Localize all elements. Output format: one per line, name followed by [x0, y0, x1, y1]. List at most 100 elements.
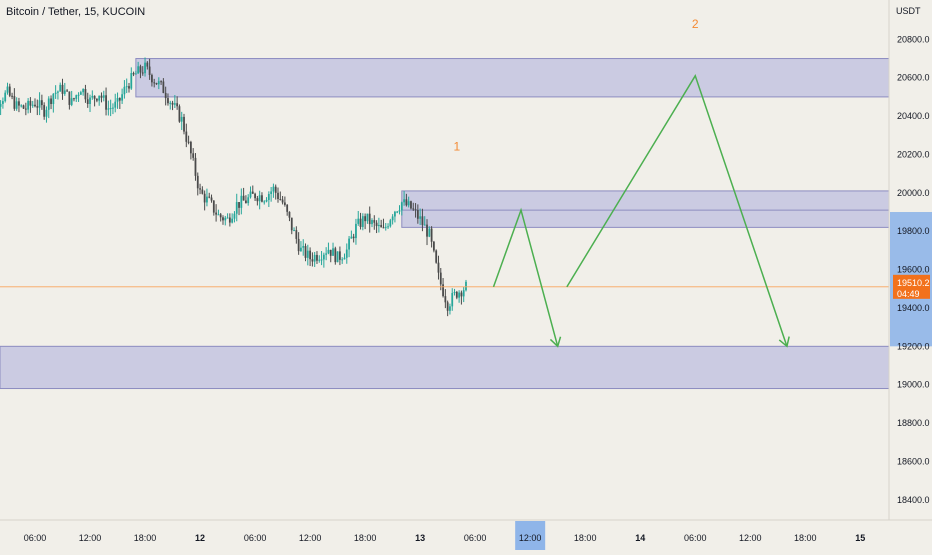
time-tick-label: 14 [635, 533, 645, 543]
wave-label-1: 1 [453, 140, 460, 154]
candle-up [320, 259, 323, 261]
candle-down [50, 98, 52, 105]
price-badge-countdown: 04:49 [897, 289, 920, 299]
candle-up [89, 97, 91, 104]
price-tick-label: 19400.0 [897, 303, 930, 313]
price-tick-label: 19600.0 [897, 265, 930, 275]
projection-path-1-arrowhead [549, 336, 562, 348]
candle-down [261, 195, 263, 202]
candle-up [336, 251, 339, 263]
candle-up [341, 259, 344, 261]
candle-up [391, 216, 394, 221]
candle-down [373, 220, 376, 223]
candle-down [421, 216, 424, 225]
time-tick-label: 18:00 [794, 533, 817, 543]
price-tick-label: 18400.0 [897, 495, 930, 505]
candle-down [8, 86, 11, 96]
overlay-layer: 12 [0, 17, 889, 348]
candle-up [343, 257, 346, 260]
candle-down [380, 224, 383, 228]
candle-up [270, 191, 273, 195]
time-tick-label: 13 [415, 533, 425, 543]
currency-label: USDT [896, 6, 921, 16]
candle-down [426, 224, 428, 237]
candle-up [451, 292, 454, 307]
candle-down [210, 197, 213, 201]
price-tick-label: 19000.0 [897, 380, 930, 390]
candle-down [316, 254, 318, 261]
candle-down [86, 99, 89, 104]
candle-down [432, 241, 435, 251]
time-tick-label: 12:00 [519, 533, 542, 543]
price-tick-label: 20400.0 [897, 111, 930, 121]
time-tick-label: 06:00 [244, 533, 267, 543]
candle-up [6, 86, 9, 93]
price-badge-value: 19510.2 [897, 278, 930, 288]
symbol-title: Bitcoin / Tether, 15, KUCOIN [6, 6, 146, 18]
candle-down [219, 214, 222, 218]
candle-up [235, 202, 238, 214]
candle-down [153, 82, 156, 84]
candle-up [98, 95, 101, 101]
candle-down [196, 175, 199, 189]
candle-down [95, 98, 98, 101]
time-tick-label: 12:00 [79, 533, 102, 543]
candle-up [355, 223, 357, 239]
projection-path-1 [492, 207, 559, 347]
candle-up [318, 259, 321, 261]
price-tick-label: 19800.0 [897, 226, 930, 236]
time-axis[interactable]: 06:00 12:00 18:00 12 06:00 12:00 18:00 13 06:00 1… [0, 519, 932, 550]
candle-up [109, 108, 112, 110]
candle-up [293, 230, 295, 232]
candle-up [300, 247, 302, 252]
zones-layer [0, 58, 890, 390]
candle-up [112, 107, 114, 109]
candle-up [233, 213, 236, 219]
price-tick-label: 20200.0 [897, 149, 930, 159]
candle-down [171, 102, 174, 105]
price-tick-label: 18600.0 [897, 456, 930, 466]
candle-up [400, 202, 403, 211]
candle-down [304, 246, 307, 258]
candle-down [84, 89, 87, 100]
candle-up [217, 214, 220, 216]
candle-down [183, 116, 185, 132]
candle-down [40, 100, 43, 106]
candle-down [128, 86, 130, 89]
candle-down [364, 216, 367, 222]
candle-down [93, 95, 96, 99]
candle-down [460, 292, 463, 297]
candle-up [144, 62, 146, 74]
candle-down [185, 131, 188, 142]
price-axis[interactable]: USDT 20800.0 20600.0 20400.0 20200.0 20000.0 1… [888, 0, 932, 520]
candle-down [34, 104, 36, 107]
candle-down [141, 72, 144, 74]
candle-down [242, 195, 245, 201]
candle-up [240, 195, 243, 208]
candle-down [215, 212, 218, 215]
candle-down [43, 105, 46, 117]
candle-down [279, 198, 282, 200]
time-tick-label: 06:00 [24, 533, 47, 543]
candle-up [302, 246, 305, 248]
candle-up [116, 98, 119, 102]
candle-up [125, 86, 128, 88]
candle-down [201, 189, 204, 194]
candle-down [151, 74, 153, 83]
candle-up [345, 249, 348, 258]
zone-rect-1 [135, 58, 890, 98]
candle-up [449, 306, 451, 311]
time-tick-label: 15 [855, 533, 865, 543]
candle-up [394, 211, 396, 217]
candle-down [444, 296, 447, 303]
time-tick-label: 06:00 [464, 533, 487, 543]
candle-up [332, 248, 334, 256]
candle-down [295, 230, 298, 239]
candle-down [100, 95, 103, 98]
candle-down [178, 106, 181, 122]
candle-down [455, 291, 458, 298]
candle-up [265, 199, 268, 202]
candle-up [137, 66, 140, 74]
